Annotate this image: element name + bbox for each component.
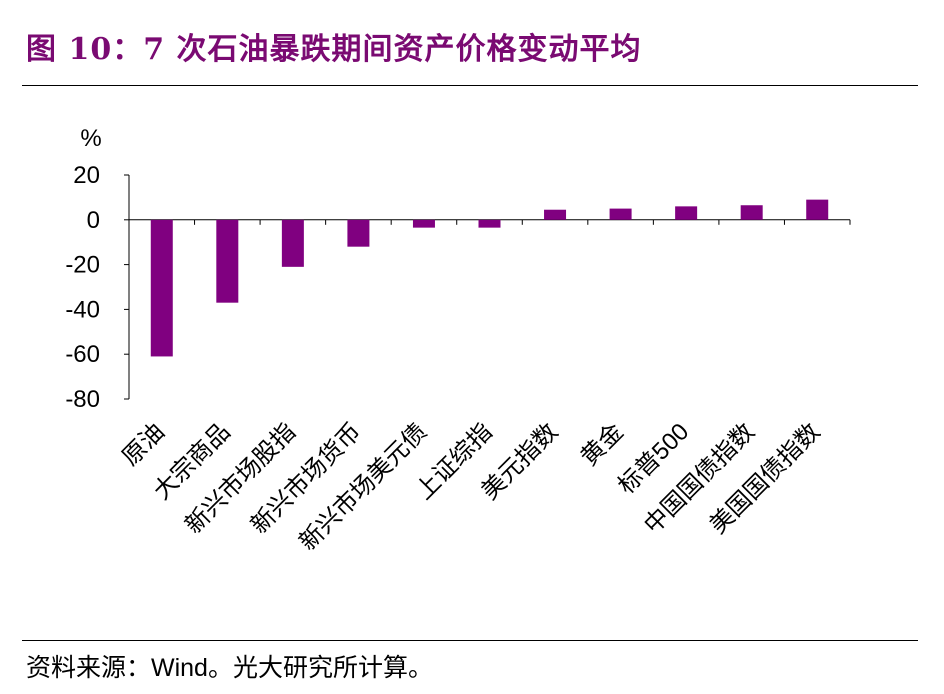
bar [675, 206, 698, 220]
bar [347, 219, 370, 247]
chart-title: 图 10：7 次石油暴跌期间资产价格变动平均 [26, 32, 642, 67]
bar [609, 208, 632, 220]
bar [412, 219, 435, 228]
top-rule [22, 85, 918, 86]
bar [740, 205, 763, 220]
x-category-label: 黄金 [576, 418, 629, 471]
bar [150, 219, 173, 357]
bar [216, 219, 239, 303]
y-tick-label: -80 [65, 386, 100, 413]
y-tick-label: -60 [65, 341, 100, 368]
y-axis-unit-label: % [80, 125, 101, 152]
bar [544, 209, 567, 220]
y-tick-label: 0 [87, 207, 100, 234]
bar [281, 219, 304, 267]
bar [478, 219, 501, 228]
source-note: 资料来源：Wind。光大研究所计算。 [26, 654, 433, 682]
y-tick-label: -20 [65, 252, 100, 279]
bottom-rule [22, 640, 918, 641]
bar [806, 199, 829, 220]
y-tick-label: -40 [65, 296, 100, 323]
y-tick-label: 20 [73, 162, 100, 189]
x-category-label: 原油 [117, 418, 170, 471]
